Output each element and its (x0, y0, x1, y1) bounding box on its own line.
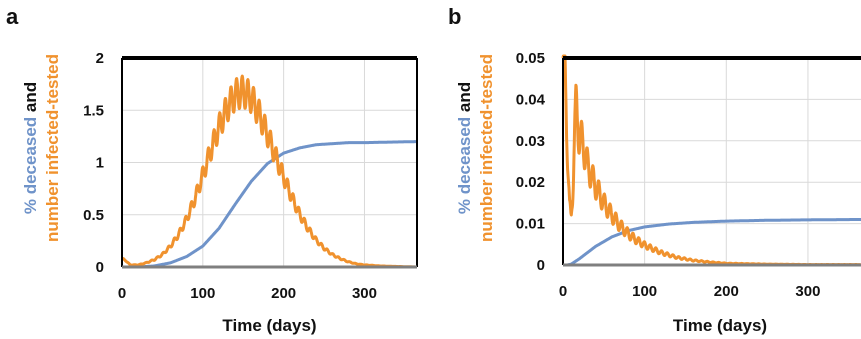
x-axis-label: Time (days) (673, 316, 767, 335)
x-tick-label: 0 (118, 285, 126, 302)
y-tick-label: 1.5 (83, 102, 104, 119)
y-axis-label-line1: % deceased and (21, 82, 40, 214)
y-axis-label: % deceased and number infected-tested (455, 54, 496, 242)
y-label-infected: number infected-tested (477, 54, 496, 242)
y-axis-label-line1: % deceased and (455, 82, 474, 214)
y-label-deceased: % deceased (455, 112, 474, 214)
y-tick-label: 0.04 (516, 91, 546, 108)
series-line-deceased (561, 218, 861, 267)
series-line-infected (120, 74, 419, 269)
y-tick-label: 0.01 (516, 216, 545, 233)
x-tick-label: 300 (352, 285, 377, 302)
y-label-and: and (21, 82, 40, 112)
chart-panel-b: 0 100 200 300 0 0.01 0.02 0.03 0.04 0.05 Time (day… (455, 50, 861, 335)
x-tick-label: 100 (190, 285, 215, 302)
y-tick-label: 0.5 (83, 207, 104, 224)
y-axis-label: % deceased and number infected-tested (21, 54, 62, 242)
x-tick-label: 200 (714, 283, 739, 300)
x-tick-label: 100 (632, 283, 657, 300)
y-tick-label: 1 (96, 155, 104, 172)
x-tick-label: 200 (271, 285, 296, 302)
x-tick-label: 0 (559, 283, 567, 300)
y-tick-label: 0.03 (516, 133, 545, 150)
series-line-deceased (120, 140, 419, 269)
y-label-infected: number infected-tested (43, 54, 62, 242)
x-tick-label: 300 (795, 283, 820, 300)
y-tick-label: 0 (96, 259, 104, 276)
y-tick-label: 0 (537, 257, 545, 274)
y-label-deceased: % deceased (21, 112, 40, 214)
chart-panel-a: 0 100 200 300 0 0.5 1 1.5 2 Time (days) % deceased… (21, 50, 419, 335)
y-label-and: and (455, 82, 474, 112)
y-tick-label: 2 (96, 50, 104, 67)
panel-letter-b: b (448, 4, 461, 29)
y-tick-label: 0.05 (516, 50, 545, 67)
x-axis-label: Time (days) (222, 316, 316, 335)
series-line-infected (561, 54, 861, 267)
panel-letter-a: a (6, 4, 19, 29)
y-tick-label: 0.02 (516, 174, 545, 191)
